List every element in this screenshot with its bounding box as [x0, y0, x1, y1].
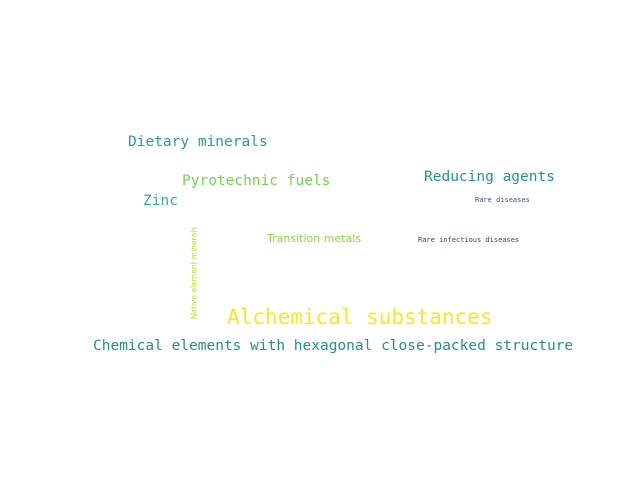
word-alchemical-substances: Alchemical substances	[227, 305, 493, 329]
word-zinc: Zinc	[143, 193, 178, 209]
word-native-element-minerals: Native element minerals	[189, 226, 199, 320]
word-dietary-minerals: Dietary minerals	[128, 134, 268, 150]
word-hexagonal-close-packed: Chemical elements with hexagonal close-p…	[93, 338, 574, 354]
word-reducing-agents: Reducing agents	[424, 169, 555, 185]
word-pyrotechnic-fuels: Pyrotechnic fuels	[182, 173, 331, 189]
word-transition-metals: Transition metals	[267, 232, 362, 245]
word-rare-diseases: Rare diseases	[475, 196, 530, 204]
word-rare-infectious-diseases: Rare infectious diseases	[418, 236, 520, 244]
